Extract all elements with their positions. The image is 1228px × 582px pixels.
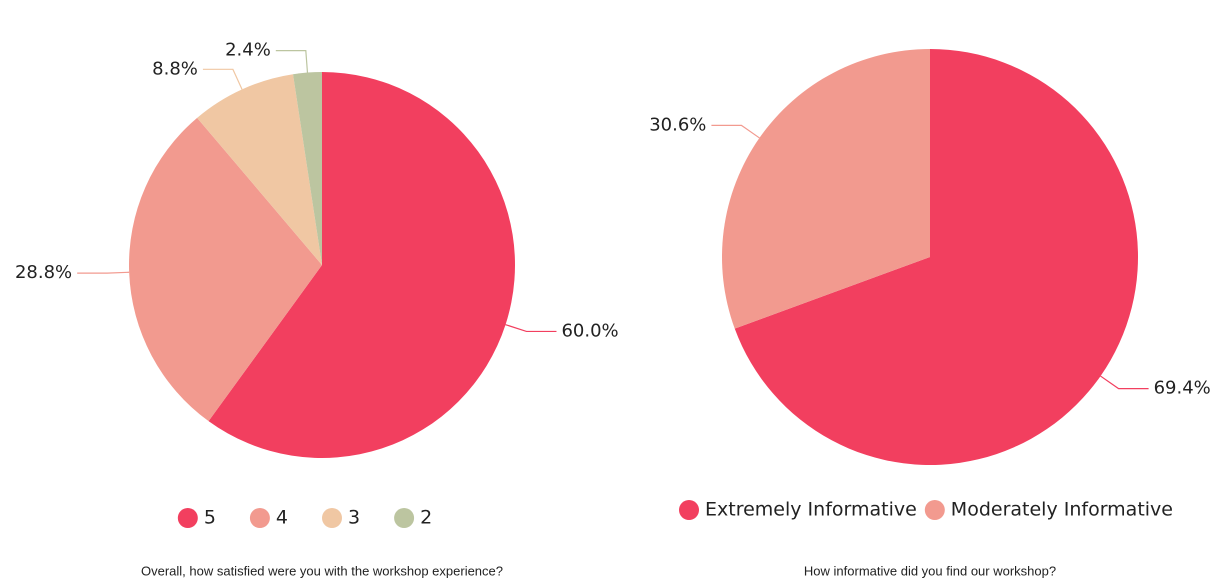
slice-label: 8.8% <box>152 58 198 79</box>
legend-label: Extremely Informative <box>705 499 917 521</box>
slice-label: 28.8% <box>15 262 72 283</box>
pie-slice <box>208 72 516 458</box>
legend-label: 4 <box>276 507 288 529</box>
legend-swatch <box>679 500 700 520</box>
leader-line <box>202 68 243 90</box>
slice-label: 30.6% <box>649 114 706 135</box>
leader-line <box>77 271 130 274</box>
chart-title: Overall, how satisfied were you with the… <box>141 563 503 578</box>
legend-label: 5 <box>204 507 216 529</box>
legend: Extremely Informative Moderately Informat… <box>679 499 1173 521</box>
legend-label: 2 <box>420 507 432 529</box>
pie-slice <box>293 72 322 265</box>
legend-swatch <box>394 508 415 528</box>
legend-swatch <box>322 508 342 528</box>
pie-slice <box>128 117 322 422</box>
legend-swatch <box>249 508 270 528</box>
slice-label: 2.4% <box>225 40 271 61</box>
leader-line <box>711 124 760 139</box>
chart-title: How informative did you find our worksho… <box>804 563 1056 578</box>
pie-slice <box>197 74 322 265</box>
pie-slice <box>722 49 930 329</box>
slice-label: 69.4% <box>1154 378 1211 399</box>
legend-swatch <box>177 508 198 528</box>
pie-slice <box>734 49 1138 466</box>
legend-swatch <box>924 500 945 520</box>
legend-label: Moderately Informative <box>951 499 1173 521</box>
legend-label: 3 <box>348 507 360 529</box>
legend: 5 4 3 2 <box>177 507 432 529</box>
leader-line <box>275 50 309 73</box>
leader-line <box>1100 375 1149 390</box>
leader-line <box>505 324 557 333</box>
slice-label: 60.0% <box>561 320 618 341</box>
